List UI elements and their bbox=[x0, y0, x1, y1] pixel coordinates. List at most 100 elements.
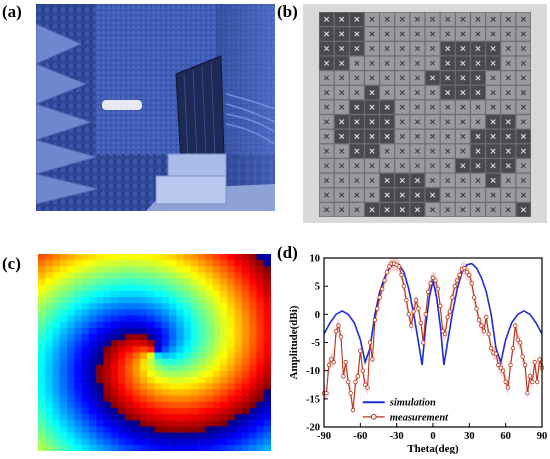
board-cell-cross bbox=[445, 192, 451, 198]
board-cell-cross bbox=[384, 89, 390, 96]
board-cell-cross bbox=[475, 104, 481, 110]
board-cell-cross bbox=[490, 207, 496, 213]
measurement-point bbox=[411, 309, 416, 314]
board-cell-cross bbox=[399, 89, 405, 96]
board-cell-cross bbox=[445, 31, 451, 37]
measurement-point bbox=[421, 340, 426, 345]
board-cell-cross bbox=[369, 133, 375, 140]
measurement-point bbox=[447, 309, 453, 314]
measurement-point bbox=[510, 345, 516, 351]
board-cell-cross bbox=[414, 60, 420, 66]
board-cell-cross bbox=[490, 148, 496, 154]
x-tick-label: -90 bbox=[317, 431, 331, 442]
measurement-point bbox=[396, 264, 402, 269]
board-cell-cross bbox=[369, 177, 375, 183]
board-cell-cross bbox=[414, 46, 420, 52]
board-cell-cross bbox=[414, 192, 420, 198]
board-cell-cross bbox=[384, 75, 390, 81]
board-cell-cross bbox=[414, 89, 420, 96]
measurement-point bbox=[387, 264, 392, 269]
board-cell-cross bbox=[414, 148, 420, 154]
board-cell-cross bbox=[399, 46, 405, 52]
board-cell-cross bbox=[445, 177, 451, 183]
measurement-point bbox=[488, 345, 494, 351]
measurement-point bbox=[404, 298, 409, 303]
board-cell-cross bbox=[384, 177, 390, 183]
board-cell-cross bbox=[430, 192, 436, 198]
board-cell-cross bbox=[339, 46, 345, 52]
board-cell-cross bbox=[339, 133, 345, 140]
measurement-point bbox=[457, 272, 462, 278]
board-cell-cross bbox=[430, 119, 436, 125]
radiation-pattern-chart: -90 -60 -30 0 30 60 90 -20 -15 -10 -5 0 5 10 Theta(de… bbox=[284, 244, 548, 456]
board-cell-cross bbox=[490, 46, 496, 52]
board-cell-cross bbox=[505, 119, 511, 125]
board-cell-cross bbox=[430, 31, 436, 37]
board-cell-cross bbox=[430, 89, 436, 96]
board-cell-cross bbox=[505, 163, 511, 169]
board-cell-cross bbox=[520, 207, 526, 213]
board-cell-cross bbox=[324, 46, 330, 52]
anechoic-chamber-photo bbox=[36, 4, 275, 211]
board-cell-cross bbox=[339, 31, 345, 37]
measurement-point bbox=[360, 368, 365, 373]
measurement-point bbox=[442, 331, 448, 337]
x-tick-label: -60 bbox=[353, 431, 367, 442]
board-cell-cross bbox=[460, 75, 466, 81]
board-cell-cross bbox=[490, 89, 496, 96]
board-cell-cross bbox=[445, 119, 451, 125]
board-cell-cross bbox=[354, 104, 360, 110]
board-cell-cross bbox=[505, 31, 511, 37]
measurement-point bbox=[464, 269, 470, 275]
measurement-point bbox=[346, 379, 351, 385]
board-cell-cross bbox=[399, 104, 405, 110]
board-cell-cross bbox=[445, 148, 451, 154]
panel-label-b: (b) bbox=[277, 2, 298, 21]
measurement-point bbox=[481, 329, 487, 334]
board-cell-cross bbox=[445, 60, 451, 66]
measurement-point bbox=[343, 360, 348, 365]
board-cell-cross bbox=[445, 75, 451, 81]
board-cell-cross bbox=[520, 31, 526, 37]
board-cell-cross bbox=[399, 163, 405, 169]
board-cell-cross bbox=[354, 133, 360, 140]
board-cell-cross bbox=[475, 31, 481, 37]
board-cell-cross bbox=[399, 16, 405, 22]
board-cell-cross bbox=[490, 192, 496, 198]
board-cell-cross bbox=[475, 133, 481, 140]
board-cell-cross bbox=[520, 75, 526, 81]
measurement-point bbox=[382, 278, 387, 283]
board-cell-cross bbox=[475, 148, 481, 154]
board-cell-cross bbox=[324, 16, 330, 22]
measurement-point bbox=[362, 382, 368, 387]
board-cell-cross bbox=[414, 104, 420, 110]
measurement-point bbox=[401, 283, 407, 289]
board-cell-cross bbox=[399, 177, 405, 183]
board-cell-cross bbox=[339, 163, 345, 169]
board-cell-cross bbox=[384, 46, 390, 52]
measurement-point bbox=[377, 295, 382, 300]
legend-simulation-label: simulation bbox=[389, 398, 436, 409]
measurement-point bbox=[358, 348, 363, 354]
board-cell-cross bbox=[430, 104, 436, 110]
measurement-point bbox=[329, 357, 334, 362]
measurement-point bbox=[372, 317, 378, 323]
measurement-point bbox=[384, 269, 390, 275]
board-cell-cross bbox=[475, 163, 481, 169]
measurement-point bbox=[336, 323, 341, 328]
board-cell-cross bbox=[460, 163, 466, 169]
board-cell-cross bbox=[490, 104, 496, 110]
measurement-point bbox=[331, 360, 336, 365]
measurement-point bbox=[423, 312, 428, 317]
board-cell-cross bbox=[520, 104, 526, 110]
board-cell-cross bbox=[324, 148, 330, 154]
board-cell-cross bbox=[505, 133, 511, 140]
measurement-point bbox=[408, 323, 414, 328]
board-cell-cross bbox=[520, 192, 526, 198]
chart-svg: -90 -60 -30 0 30 60 90 -20 -15 -10 -5 0 5 10 Theta(de… bbox=[288, 254, 547, 456]
board-cell-cross bbox=[475, 89, 481, 96]
board-cell-cross bbox=[505, 89, 511, 96]
board-cell-cross bbox=[354, 60, 360, 66]
board-cell-cross bbox=[369, 192, 375, 198]
board-cell-cross bbox=[369, 75, 375, 81]
